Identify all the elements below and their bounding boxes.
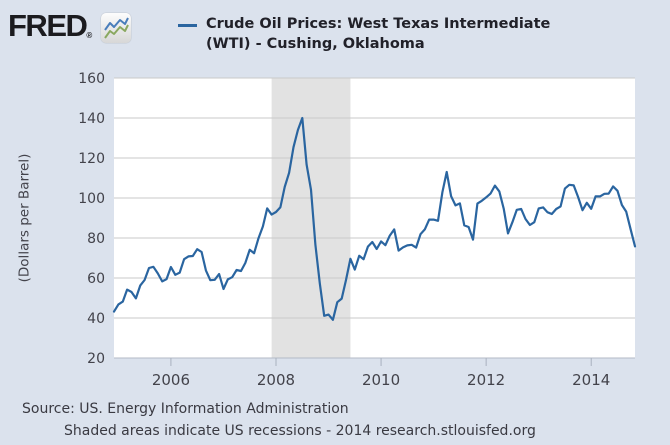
logo-green-line [104, 24, 129, 39]
x-tick-label: 2006 [152, 371, 190, 389]
x-tick-label: 2008 [257, 371, 295, 389]
registered-trademark: ® [86, 31, 93, 40]
x-tick-label: 2014 [572, 371, 610, 389]
price-chart-plot[interactable]: 20 40 60 80 100 120 140 160 2006 2008 2010 2012 2014 [0, 0, 670, 400]
legend-label-line2: (WTI) - Cushing, Oklahoma [206, 36, 425, 52]
plot-background [114, 78, 635, 358]
y-tick-label: 60 [87, 271, 105, 287]
x-tick-label: 2012 [467, 371, 505, 389]
y-tick-label: 140 [78, 111, 105, 127]
y-tick-label: 20 [87, 351, 105, 367]
line-chart-icon [104, 17, 129, 39]
logo-blue-line [104, 17, 129, 31]
y-tick-label: 120 [78, 151, 105, 167]
wti-price-line [112, 116, 637, 321]
legend-line-swatch [178, 24, 197, 27]
y-tick-label: 100 [78, 191, 105, 207]
y-tick-label: 80 [87, 231, 105, 247]
x-tick-label: 2010 [362, 371, 400, 389]
legend-series-label[interactable]: Crude Oil Prices: West Texas Intermediat… [206, 14, 550, 54]
y-tick-label: 40 [87, 311, 105, 327]
recession-note-text: Shaded areas indicate US recessions - 20… [64, 423, 536, 439]
y-tick-label: 160 [78, 71, 105, 87]
recession-band [271, 78, 351, 358]
source-text: Source: US. Energy Information Administr… [22, 401, 349, 417]
fred-line-chart-icon [101, 13, 131, 43]
chart-legend: Crude Oil Prices: West Texas Intermediat… [178, 14, 550, 54]
fred-logo[interactable]: FRED® [8, 8, 92, 44]
legend-label-line1: Crude Oil Prices: West Texas Intermediat… [206, 16, 551, 32]
fred-wordmark: FRED [8, 8, 88, 43]
